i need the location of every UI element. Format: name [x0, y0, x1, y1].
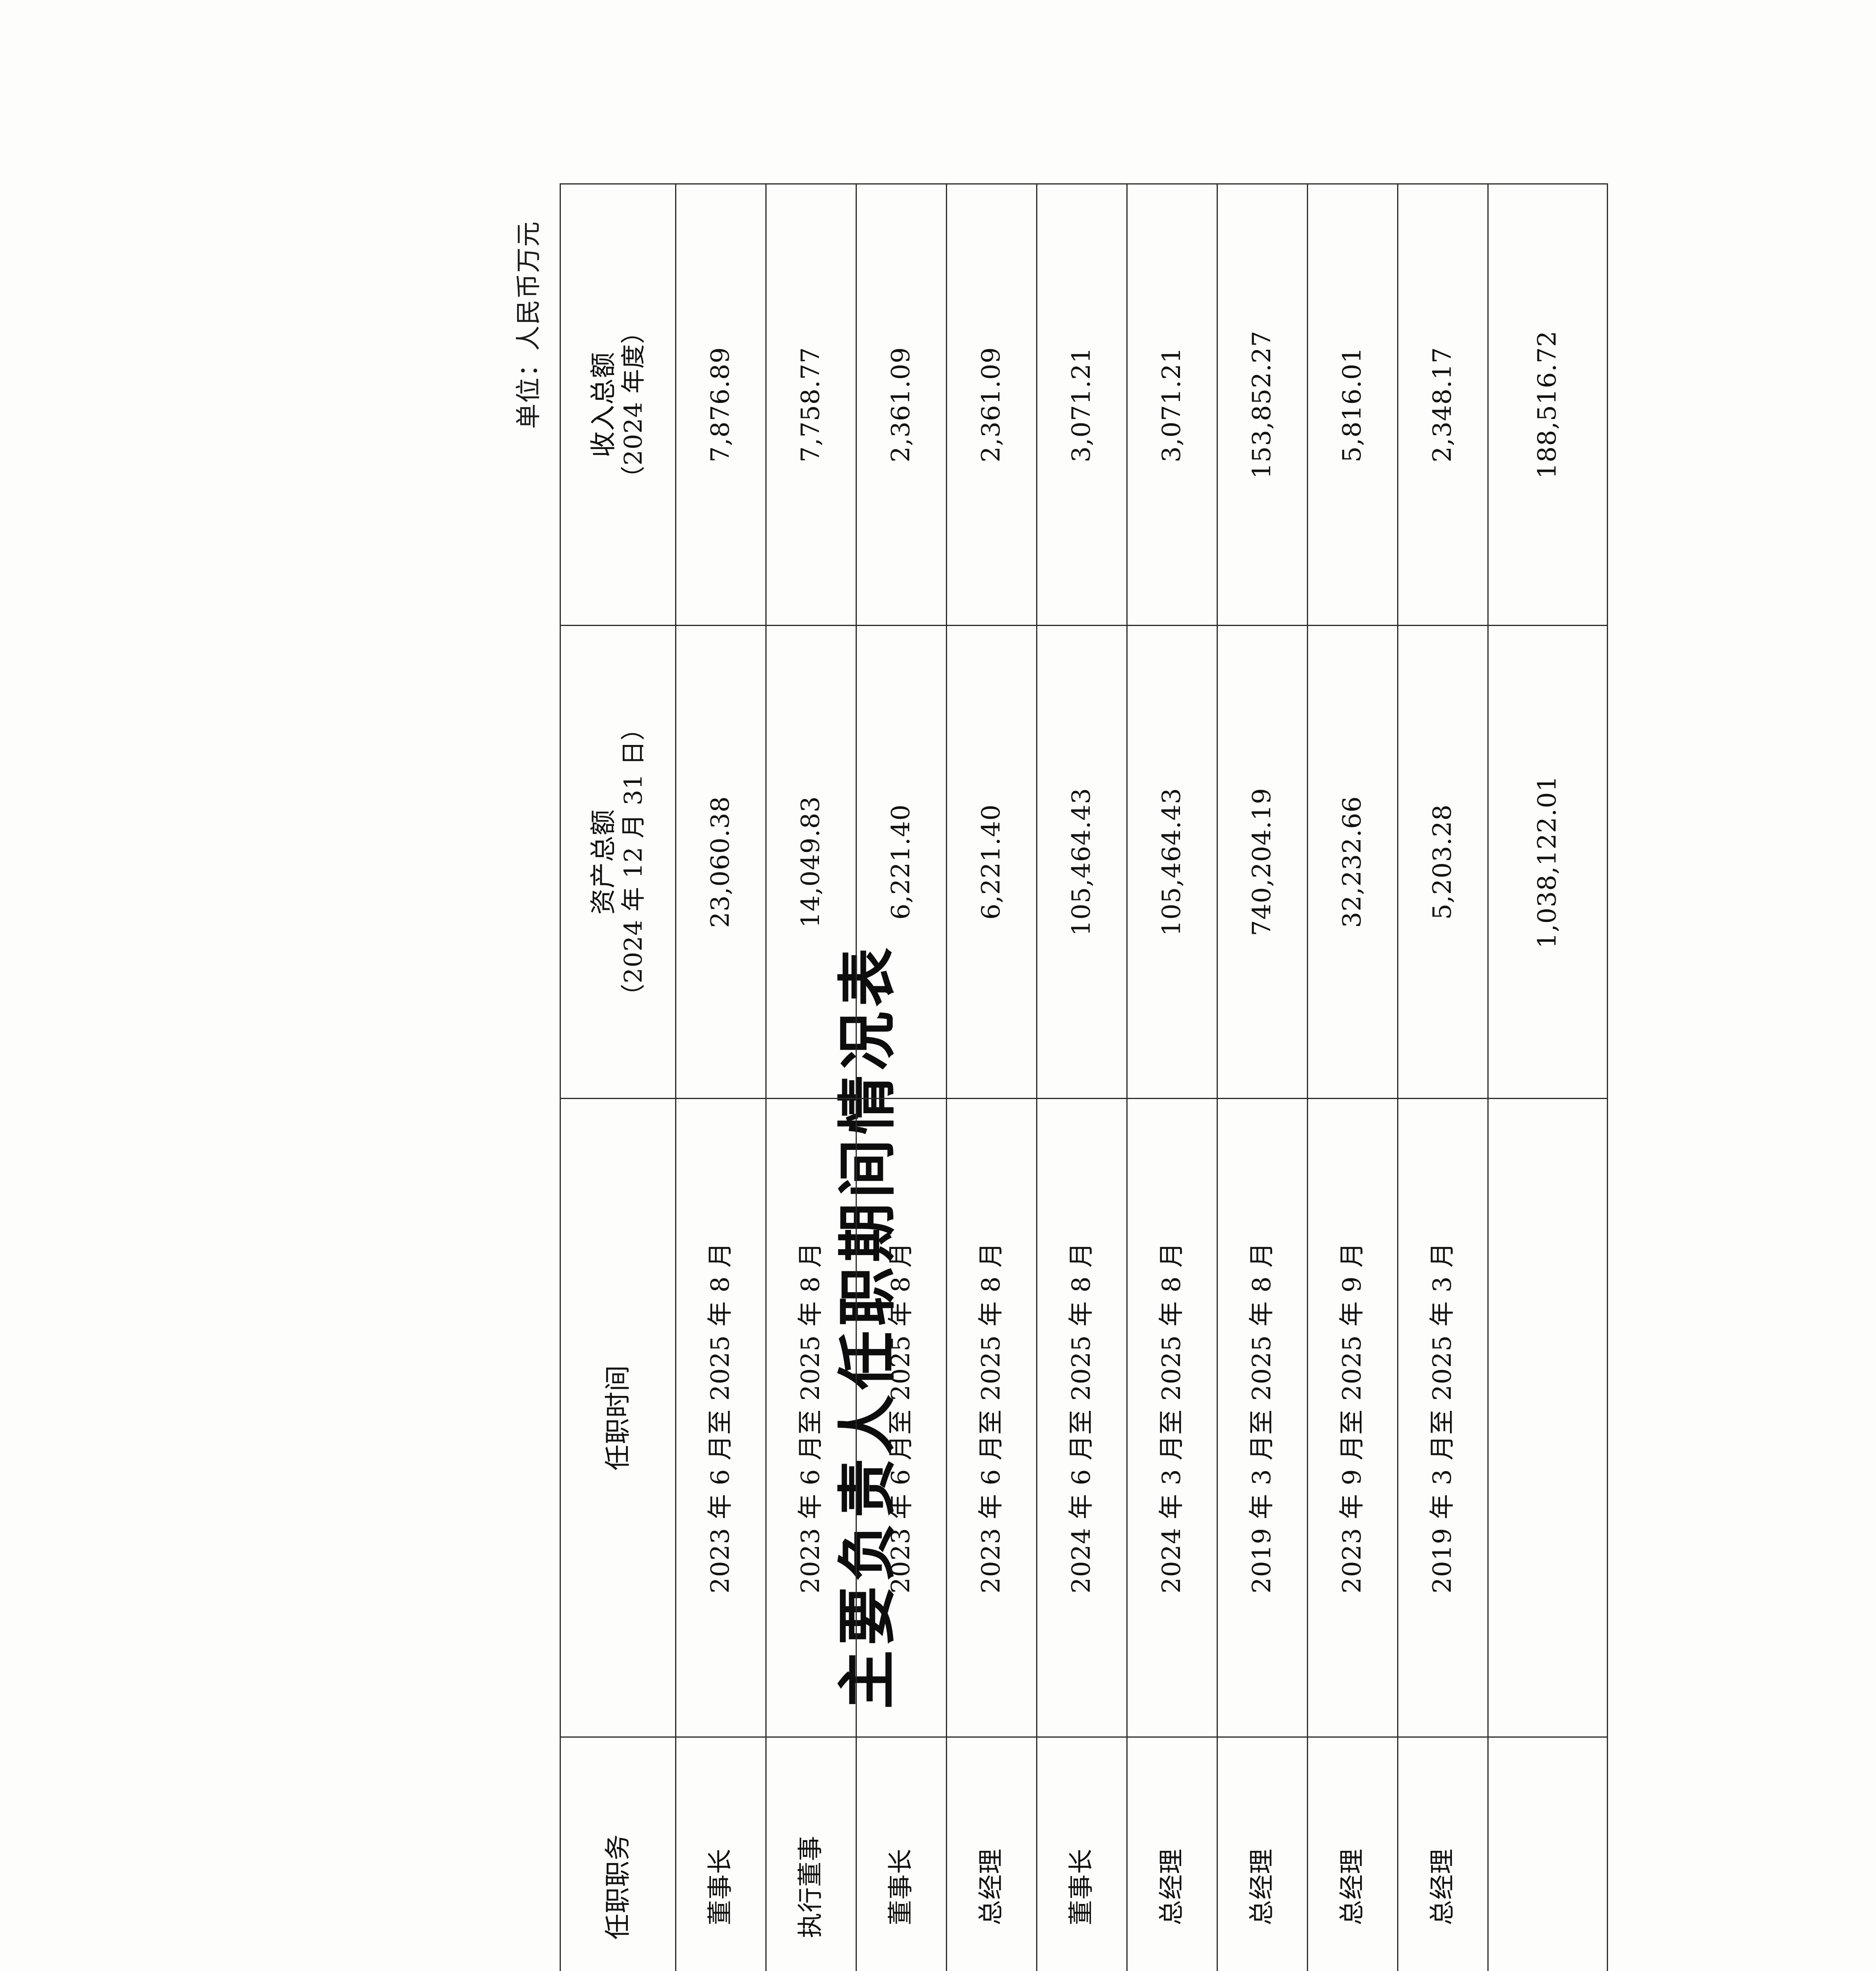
table-header-row: 序号 公司名称 任职职务 任职时间 资产总额 （2024 年 12 月 31 日…: [560, 184, 676, 1971]
cell-revenue: 7,876.89: [676, 184, 766, 626]
total-blank-term: [1488, 1098, 1608, 1737]
cell-position: 董事长: [676, 1737, 766, 1971]
table-row: 6 物流公司 总经理 2024 年 3 月至 2025 年 8 月 105,46…: [1127, 184, 1217, 1971]
cell-position: 董事长: [856, 1737, 947, 1971]
cell-term: 2023 年 6 月至 2025 年 8 月: [946, 1098, 1037, 1737]
cell-assets: 6,221.40: [856, 625, 947, 1099]
cell-position: 总经理: [946, 1737, 1037, 1971]
cell-position: 总经理: [1127, 1737, 1217, 1971]
header-revenue-sub: （2024 年度）: [619, 319, 648, 490]
cell-assets: 105,464.43: [1037, 625, 1127, 1099]
cell-position: 董事长: [1037, 1737, 1127, 1971]
total-blank-position: [1488, 1737, 1608, 1971]
main-table-wrapper: 序号 公司名称 任职职务 任职时间 资产总额 （2024 年 12 月 31 日…: [560, 184, 1608, 1971]
cell-revenue: 7,758.77: [766, 184, 856, 626]
header-revenue: 收入总额 （2024 年度）: [560, 184, 676, 626]
cell-term: 2023 年 6 月至 2025 年 8 月: [856, 1098, 947, 1737]
cell-position: 总经理: [1307, 1737, 1398, 1971]
table-body: 1 兴宝公司 董事长 2023 年 6 月至 2025 年 8 月 23,060…: [676, 184, 1608, 1971]
table-row: 8 公交公司 总经理 2023 年 9 月至 2025 年 9 月 32,232…: [1307, 184, 1398, 1971]
table-row: 3 云石公司 董事长 2023 年 6 月至 2025 年 8 月 6,221.…: [856, 184, 947, 1971]
table-total-row: 合计 1,038,122.01 188,516.72: [1488, 184, 1608, 1971]
cell-revenue: 5,816.01: [1307, 184, 1398, 626]
cell-assets: 23,060.38: [676, 625, 766, 1099]
cell-revenue: 153,852.27: [1217, 184, 1308, 626]
table-row: 1 兴宝公司 董事长 2023 年 6 月至 2025 年 8 月 23,060…: [676, 184, 766, 1971]
cell-revenue: 2,348.17: [1398, 184, 1488, 626]
cell-assets: 740,204.19: [1217, 625, 1308, 1099]
table-row: 5 物流公司 董事长 2024 年 6 月至 2025 年 8 月 105,46…: [1037, 184, 1127, 1971]
header-assets-main: 资产总额: [588, 809, 619, 915]
cell-position: 总经理: [1398, 1737, 1488, 1971]
total-assets: 1,038,122.01: [1488, 625, 1608, 1099]
cell-revenue: 3,071.21: [1037, 184, 1127, 626]
cell-revenue: 2,361.09: [856, 184, 947, 626]
cell-assets: 105,464.43: [1127, 625, 1217, 1099]
header-assets-sub: （2024 年 12 月 31 日）: [619, 715, 648, 1008]
cell-assets: 32,232.66: [1307, 625, 1398, 1099]
cell-position: 总经理: [1217, 1737, 1308, 1971]
cell-assets: 14,049.83: [766, 625, 856, 1099]
cell-term: 2023 年 9 月至 2025 年 9 月: [1307, 1098, 1398, 1737]
header-assets: 资产总额 （2024 年 12 月 31 日）: [560, 625, 676, 1099]
header-revenue-main: 收入总额: [588, 352, 619, 458]
main-table: 序号 公司名称 任职职务 任职时间 资产总额 （2024 年 12 月 31 日…: [560, 183, 1608, 1971]
cell-assets: 6,221.40: [946, 625, 1037, 1099]
cell-position: 执行董事: [766, 1737, 856, 1971]
table-row: 7 路桥公司 总经理 2019 年 3 月至 2025 年 8 月 740,20…: [1217, 184, 1308, 1971]
table-row: 4 云石公司 总经理 2023 年 6 月至 2025 年 8 月 6,221.…: [946, 184, 1037, 1971]
cell-term: 2019 年 3 月至 2025 年 3 月: [1398, 1098, 1488, 1737]
cell-term: 2023 年 6 月至 2025 年 8 月: [676, 1098, 766, 1737]
cell-term: 2024 年 6 月至 2025 年 8 月: [1037, 1098, 1127, 1737]
cell-revenue: 2,361.09: [946, 184, 1037, 626]
header-term: 任职时间: [560, 1098, 676, 1737]
total-revenue: 188,516.72: [1488, 184, 1608, 626]
table-row: 2 丹石公司 执行董事 2023 年 6 月至 2025 年 8 月 14,04…: [766, 184, 856, 1971]
cell-assets: 5,203.28: [1398, 625, 1488, 1099]
cell-term: 2023 年 6 月至 2025 年 8 月: [766, 1098, 856, 1737]
table-row: 9 佳岳公司 总经理 2019 年 3 月至 2025 年 3 月 5,203.…: [1398, 184, 1488, 1971]
table-head: 序号 公司名称 任职职务 任职时间 资产总额 （2024 年 12 月 31 日…: [560, 184, 676, 1971]
cell-term: 2024 年 3 月至 2025 年 8 月: [1127, 1098, 1217, 1737]
unit-note: 单位：人民币万元: [514, 221, 543, 429]
header-position: 任职职务: [560, 1737, 676, 1971]
cell-term: 2019 年 3 月至 2025 年 8 月: [1217, 1098, 1308, 1737]
cell-revenue: 3,071.21: [1127, 184, 1217, 626]
